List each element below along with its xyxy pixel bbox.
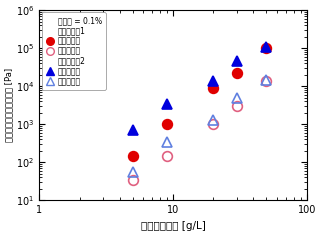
Y-axis label: 谯蔵弾性率，損失弾性率 [Pa]: 谯蔵弾性率，損失弾性率 [Pa] (4, 68, 13, 142)
X-axis label: ゲル化剤濃度 [g/L]: ゲル化剤濃度 [g/L] (140, 221, 205, 231)
Legend: ひずみ = 0.1%, イオン液体1, 谯蔵弾性率, 損失弾性率, イオン液体2, 谯蔵弾性率, 損失弾性率: ひずみ = 0.1%, イオン液体1, 谯蔵弾性率, 損失弾性率, イオン液体2… (42, 12, 106, 90)
